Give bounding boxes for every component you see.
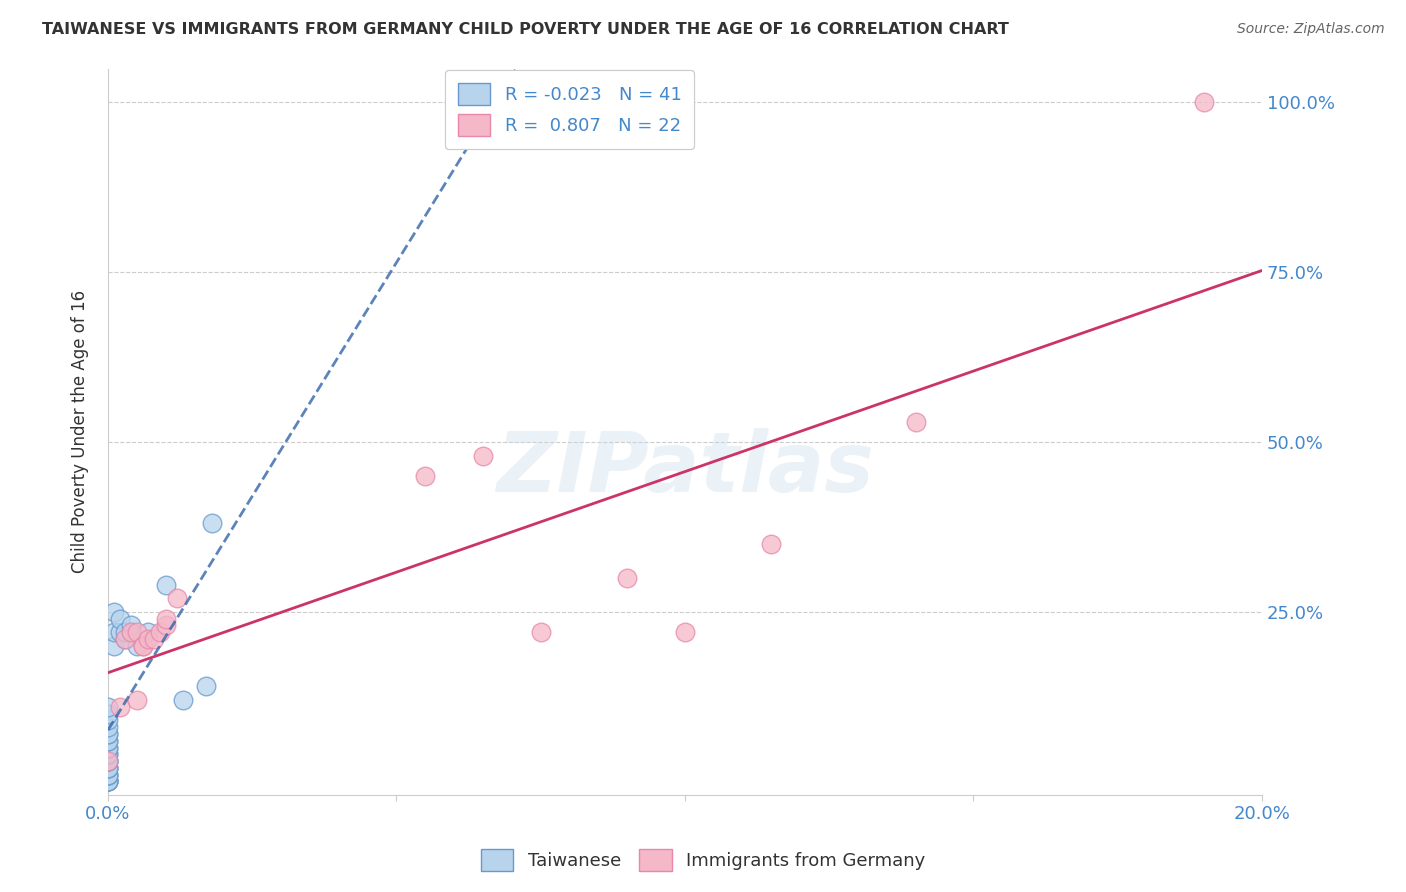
Point [530, 625, 553, 640]
Text: TAIWANESE VS IMMIGRANTS FROM GERMANY CHILD POVERTY UNDER THE AGE OF 16 CORRELATI: TAIWANESE VS IMMIGRANTS FROM GERMANY CHI… [42, 22, 1010, 37]
Point [472, 449, 495, 463]
Point [138, 625, 160, 640]
Point [97, 733, 120, 747]
Point [166, 591, 188, 606]
Point [108, 625, 131, 640]
Point [120, 618, 142, 632]
Point [97, 733, 120, 747]
Point [97, 761, 120, 775]
Y-axis label: Child Poverty Under the Age of 16: Child Poverty Under the Age of 16 [72, 290, 89, 574]
Point [120, 625, 142, 640]
Point [97, 754, 120, 768]
Point [155, 618, 177, 632]
Point [155, 577, 177, 591]
Point [97, 740, 120, 755]
Point [97, 774, 120, 789]
Legend: R = -0.023   N = 41, R =  0.807   N = 22: R = -0.023 N = 41, R = 0.807 N = 22 [446, 70, 695, 149]
Point [97, 747, 120, 762]
Point [114, 632, 136, 646]
Point [108, 611, 131, 625]
Point [97, 740, 120, 755]
Point [125, 693, 148, 707]
Point [97, 727, 120, 741]
Point [138, 632, 160, 646]
Point [413, 469, 436, 483]
Point [761, 537, 783, 551]
Point [125, 639, 148, 653]
Point [904, 415, 927, 429]
Point [120, 625, 142, 640]
Point [103, 625, 125, 640]
Point [97, 761, 120, 775]
Point [195, 680, 218, 694]
Point [97, 767, 120, 781]
Point [616, 571, 638, 585]
Point [97, 774, 120, 789]
Point [97, 754, 120, 768]
Point [125, 625, 148, 640]
Point [97, 774, 120, 789]
Point [97, 699, 120, 714]
Point [673, 625, 696, 640]
Point [97, 767, 120, 781]
Legend: Taiwanese, Immigrants from Germany: Taiwanese, Immigrants from Germany [474, 842, 932, 879]
Point [103, 605, 125, 619]
Point [103, 639, 125, 653]
Point [97, 714, 120, 728]
Point [108, 699, 131, 714]
Point [97, 706, 120, 721]
Text: ZIPatlas: ZIPatlas [496, 427, 875, 508]
Point [1192, 95, 1215, 110]
Point [97, 774, 120, 789]
Point [155, 611, 177, 625]
Point [131, 639, 153, 653]
Point [97, 761, 120, 775]
Point [172, 693, 194, 707]
Point [97, 767, 120, 781]
Point [97, 720, 120, 734]
Point [149, 625, 172, 640]
Point [131, 639, 153, 653]
Point [97, 754, 120, 768]
Point [97, 727, 120, 741]
Point [201, 516, 224, 531]
Point [97, 754, 120, 768]
Point [143, 632, 166, 646]
Point [114, 632, 136, 646]
Point [97, 747, 120, 762]
Text: Source: ZipAtlas.com: Source: ZipAtlas.com [1237, 22, 1385, 37]
Point [114, 625, 136, 640]
Point [97, 774, 120, 789]
